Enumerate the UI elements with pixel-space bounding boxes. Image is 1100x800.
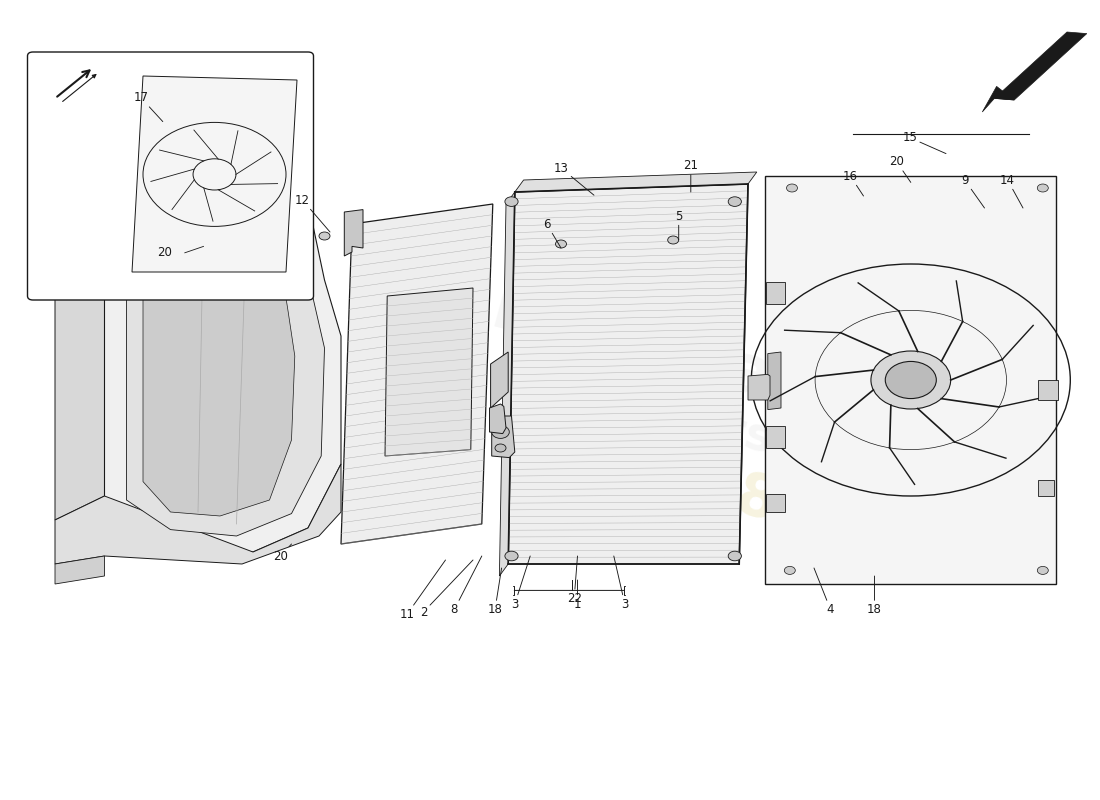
Polygon shape: [515, 172, 757, 192]
Text: 18: 18: [487, 568, 503, 616]
Text: 9: 9: [961, 174, 984, 208]
Text: 1: 1: [574, 580, 581, 610]
Text: 1985: 1985: [651, 447, 823, 545]
Text: 22: 22: [566, 556, 582, 605]
Polygon shape: [748, 374, 770, 400]
Text: 5: 5: [675, 210, 682, 240]
Text: maserati: maserati: [484, 275, 836, 429]
Text: 11: 11: [399, 560, 446, 621]
FancyBboxPatch shape: [766, 282, 785, 304]
Text: 21: 21: [683, 159, 698, 192]
Circle shape: [728, 197, 741, 206]
Text: 3: 3: [512, 556, 530, 610]
FancyBboxPatch shape: [1038, 480, 1054, 496]
Polygon shape: [55, 160, 104, 520]
Polygon shape: [994, 32, 1087, 100]
Polygon shape: [768, 352, 781, 410]
Circle shape: [1037, 566, 1048, 574]
Circle shape: [505, 551, 518, 561]
Text: 20: 20: [273, 544, 292, 562]
Polygon shape: [764, 176, 1056, 584]
FancyBboxPatch shape: [1038, 380, 1058, 400]
Polygon shape: [55, 556, 104, 584]
Text: 2: 2: [420, 560, 473, 618]
Text: parts: parts: [630, 384, 778, 464]
Polygon shape: [385, 288, 473, 456]
Circle shape: [556, 240, 566, 248]
Polygon shape: [508, 184, 748, 564]
Circle shape: [319, 232, 330, 240]
Text: 17: 17: [133, 91, 163, 122]
Text: 14: 14: [1000, 174, 1023, 208]
Text: 16: 16: [843, 170, 864, 196]
Polygon shape: [982, 86, 1014, 112]
Polygon shape: [104, 144, 341, 552]
Circle shape: [871, 351, 950, 409]
Text: 15: 15: [902, 131, 946, 154]
Circle shape: [668, 236, 679, 244]
FancyBboxPatch shape: [766, 426, 785, 448]
Text: 20: 20: [889, 155, 911, 182]
Polygon shape: [341, 204, 493, 544]
Polygon shape: [126, 180, 324, 536]
Polygon shape: [132, 76, 297, 272]
FancyBboxPatch shape: [28, 52, 313, 300]
Polygon shape: [492, 416, 515, 458]
Circle shape: [886, 362, 936, 398]
Text: 3: 3: [614, 556, 628, 610]
Circle shape: [495, 444, 506, 452]
Polygon shape: [344, 210, 363, 256]
Circle shape: [492, 426, 509, 438]
Polygon shape: [55, 144, 308, 216]
Polygon shape: [491, 352, 508, 408]
Polygon shape: [499, 192, 515, 576]
Polygon shape: [55, 464, 341, 564]
Circle shape: [1037, 184, 1048, 192]
Polygon shape: [236, 144, 275, 162]
Circle shape: [728, 551, 741, 561]
Text: 20: 20: [157, 246, 173, 259]
Circle shape: [786, 184, 798, 192]
Polygon shape: [143, 204, 295, 516]
Circle shape: [784, 566, 795, 574]
Circle shape: [505, 197, 518, 206]
Text: 12: 12: [295, 194, 330, 232]
Text: 13: 13: [553, 162, 594, 195]
Text: 6: 6: [543, 218, 561, 248]
Text: 4: 4: [814, 568, 834, 616]
Text: 18: 18: [867, 576, 882, 616]
Text: 8: 8: [451, 556, 482, 616]
FancyBboxPatch shape: [766, 494, 785, 512]
Polygon shape: [490, 404, 506, 434]
